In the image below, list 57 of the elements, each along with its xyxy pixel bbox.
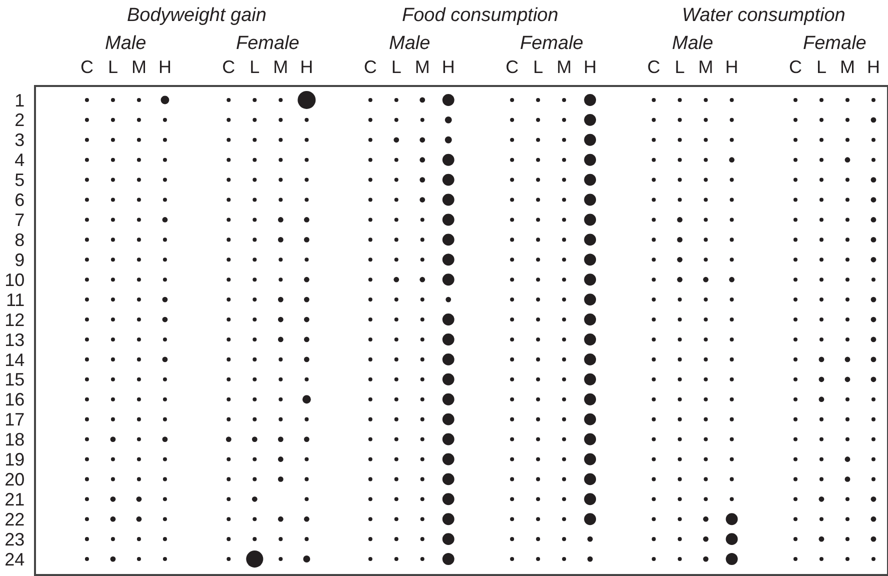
y-tick-label: 7 [14,210,25,230]
x-tick-label: M [273,57,288,78]
y-tick-label: 5 [14,170,25,190]
y-tick-label: 15 [4,370,25,390]
y-tick-label: 12 [4,310,25,330]
y-tick-label: 17 [4,410,25,430]
y-tick-label: 1 [14,90,25,110]
x-tick-label: M [840,57,855,78]
y-tick-label: 9 [14,250,25,270]
y-tick-label: 23 [4,529,25,550]
x-tick-label: L [533,57,544,78]
y-tick-label: 18 [4,430,25,450]
x-tick-label: M [698,57,714,78]
x-tick-label: H [584,57,597,78]
x-tick-label: C [788,57,802,78]
x-tick-label: H [866,57,880,78]
x-tick-label: C [222,57,236,78]
x-tick-label: L [674,57,685,78]
x-tick-label: L [816,57,826,78]
y-tick-label: 20 [4,469,25,490]
x-tick-label: C [80,57,94,78]
y-tick-label: 11 [6,290,25,310]
text: Food consumption [402,5,558,26]
y-tick-label: 6 [14,190,25,210]
y-tick-label: 4 [14,150,25,170]
text: Female [520,33,584,54]
x-tick-label: M [414,57,430,78]
y-tick-label: 3 [14,130,25,150]
y-tick-label: 21 [4,489,25,510]
y-tick-label: 16 [4,390,25,410]
y-tick-label: 24 [4,549,25,570]
text: Male [672,33,714,54]
text: Male [389,33,430,54]
text: Female [236,33,300,54]
x-tick-label: L [108,57,118,78]
x-tick-label: M [556,57,572,78]
y-tick-label: 2 [14,110,25,130]
y-tick-label: 10 [4,270,25,290]
text: Male [105,33,146,54]
y-tick-label: 19 [4,450,25,470]
x-tick-label: L [250,57,260,78]
x-tick-label: H [725,57,738,78]
y-tick-label: 8 [14,230,25,250]
x-tick-label: C [506,57,519,78]
text: Bodyweight gain [127,5,266,26]
x-tick-label: C [647,57,660,78]
x-tick-label: C [364,57,377,78]
x-tick-label: H [300,57,314,78]
x-tick-label: H [158,57,172,78]
text: Water consumption [682,5,846,26]
text: Female [803,33,866,54]
x-tick-label: H [442,57,455,78]
x-tick-label: M [131,57,146,78]
y-tick-label: 22 [4,509,25,530]
y-tick-label: 14 [4,350,25,370]
x-tick-label: L [391,57,402,78]
y-tick-label: 13 [4,330,25,350]
